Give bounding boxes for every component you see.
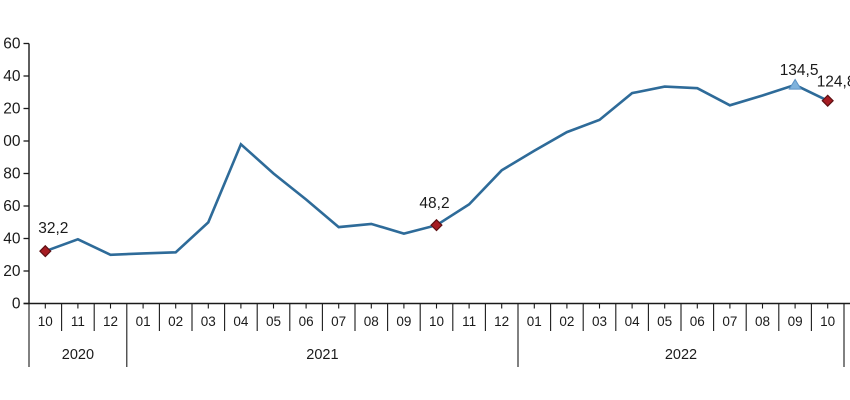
y-tick-label: 40 bbox=[3, 231, 21, 248]
data-point-diamond-marker bbox=[430, 218, 443, 232]
y-tick-label: 60 bbox=[3, 198, 21, 215]
year-label: 2022 bbox=[665, 347, 697, 363]
month-label: 05 bbox=[657, 314, 672, 329]
y-tick-label: 60 bbox=[3, 36, 21, 53]
data-point-value-label: 134,5 bbox=[780, 62, 819, 79]
data-point-value-label: 124,8 bbox=[817, 74, 850, 91]
y-tick-label: 20 bbox=[3, 263, 21, 280]
month-label: 04 bbox=[625, 314, 641, 329]
month-label: 10 bbox=[38, 314, 53, 329]
y-tick-label: 20 bbox=[3, 101, 21, 118]
y-tick-label: 00 bbox=[3, 133, 21, 150]
data-point-value-label: 32,2 bbox=[38, 220, 68, 237]
y-tick-label: 0 bbox=[12, 296, 21, 313]
month-label: 07 bbox=[331, 314, 346, 329]
month-label: 07 bbox=[722, 314, 737, 329]
month-label: 02 bbox=[559, 314, 574, 329]
month-label: 09 bbox=[788, 314, 803, 329]
month-label: 11 bbox=[71, 314, 85, 329]
month-label: 04 bbox=[233, 314, 249, 329]
month-label: 06 bbox=[690, 314, 705, 329]
year-label: 2021 bbox=[306, 347, 338, 363]
y-tick-label: 80 bbox=[3, 166, 21, 183]
month-label: 09 bbox=[396, 314, 411, 329]
month-label: 03 bbox=[201, 314, 216, 329]
month-label: 03 bbox=[592, 314, 607, 329]
month-label: 01 bbox=[136, 314, 151, 329]
data-point-diamond-marker bbox=[39, 244, 52, 258]
year-label: 2020 bbox=[62, 347, 94, 363]
month-label: 05 bbox=[266, 314, 281, 329]
month-label: 01 bbox=[527, 314, 542, 329]
month-label: 11 bbox=[462, 314, 476, 329]
month-label: 12 bbox=[494, 314, 509, 329]
y-tick-label: 40 bbox=[3, 68, 21, 85]
month-label: 02 bbox=[168, 314, 183, 329]
month-label: 06 bbox=[299, 314, 314, 329]
month-label: 10 bbox=[429, 314, 444, 329]
month-label: 08 bbox=[364, 314, 379, 329]
data-point-diamond-marker bbox=[821, 94, 834, 107]
month-label: 10 bbox=[820, 314, 835, 329]
data-point-triangle-marker bbox=[788, 78, 802, 90]
month-label: 12 bbox=[103, 314, 118, 329]
month-label: 08 bbox=[755, 314, 770, 329]
data-point-value-label: 48,2 bbox=[419, 195, 449, 212]
